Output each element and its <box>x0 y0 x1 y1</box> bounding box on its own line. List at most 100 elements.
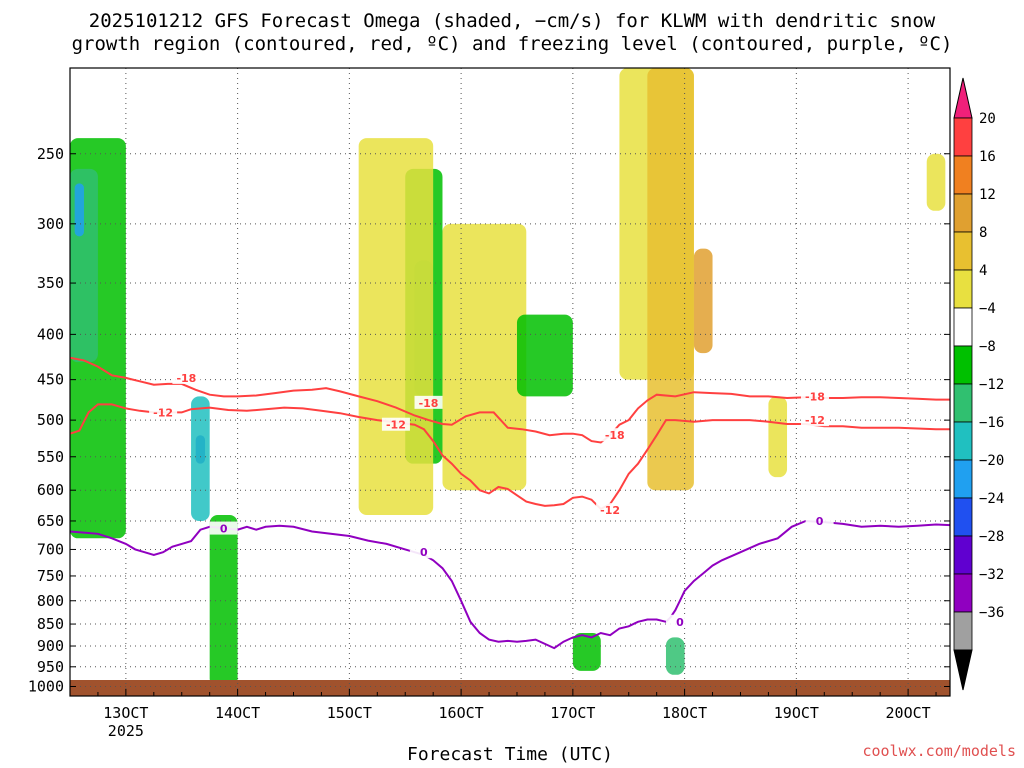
x-tick-label-13OCT: 13OCT <box>103 704 148 722</box>
colorbar-label-13: −36 <box>979 605 1004 621</box>
y-tick-label-1000: 1000 <box>28 678 64 696</box>
y-tick-label-850: 850 <box>37 615 64 633</box>
x-tick-label-19OCT: 19OCT <box>774 704 819 722</box>
x-tick-label-16OCT: 16OCT <box>439 704 484 722</box>
y-tick-label-500: 500 <box>37 411 64 429</box>
contour-label-bg <box>414 395 443 409</box>
colorbar-swatch-0 <box>953 117 973 157</box>
contour-label-bg <box>800 413 829 427</box>
contour-label-bg <box>149 405 178 419</box>
colorbar-label-11: −28 <box>979 529 1004 545</box>
omega-shade-14 <box>572 632 601 671</box>
contour-line-0 <box>70 519 950 650</box>
contour-label--18: -18 <box>176 372 196 385</box>
colorbar-swatch-9 <box>953 459 973 499</box>
colorbar-label-9: −20 <box>979 453 1004 469</box>
contour-label-0: 0 <box>676 616 684 629</box>
omega-shade-5 <box>209 515 238 687</box>
contour-label-bg <box>805 513 834 527</box>
y-tick-label-450: 450 <box>37 371 64 389</box>
colorbar-swatch-8 <box>953 421 973 461</box>
contour-lines: -18 -18 -18 -18 -12 -12 -12 -12 0 0 0 0 <box>70 356 950 650</box>
colorbar-label-7: −12 <box>979 377 1004 393</box>
omega-shade-12 <box>647 68 694 491</box>
contour-label-bg <box>600 428 629 442</box>
colorbar-swatch-5 <box>953 307 973 347</box>
contour-label--12: -12 <box>386 419 406 432</box>
colorbar-label-0: 20 <box>979 111 996 127</box>
x-tick-label-20OCT: 20OCT <box>886 704 931 722</box>
colorbar-label-5: −4 <box>979 301 996 317</box>
colorbar-swatch-6 <box>953 345 973 385</box>
colorbar-label-6: −8 <box>979 339 996 355</box>
contour-label--12: -12 <box>600 504 620 517</box>
contour-label--18: -18 <box>805 390 825 403</box>
y-tick-label-550: 550 <box>37 448 64 466</box>
omega-shading <box>70 68 946 687</box>
chart-title-line1: 2025101212 GFS Forecast Omega (shaded, −… <box>88 10 936 32</box>
y-tick-label-800: 800 <box>37 592 64 610</box>
colorbar-label-1: 16 <box>979 149 996 165</box>
colorbar-swatch-11 <box>953 535 973 575</box>
colorbar-label-2: 12 <box>979 187 996 203</box>
contour-label-bg <box>665 614 694 628</box>
omega-shade-2 <box>74 183 84 237</box>
colorbar-label-10: −24 <box>979 491 1004 507</box>
colorbar-label-8: −16 <box>979 415 1004 431</box>
contour-label-bg <box>172 370 201 384</box>
chart-title-line2: growth region (contoured, red, ºC) and f… <box>71 33 953 55</box>
omega-shade-4 <box>191 396 210 521</box>
x-tick-label-15OCT: 15OCT <box>327 704 372 722</box>
colorbar-swatch-4 <box>953 269 973 309</box>
y-tick-label-650: 650 <box>37 512 64 530</box>
colorbar-label-3: 8 <box>979 225 987 241</box>
y-axis: 250 300 350 400 450 500 550 600 650 700 750 800 850 9… <box>28 145 950 696</box>
contour-label-bg <box>409 545 438 559</box>
contour-label-0: 0 <box>220 523 228 536</box>
contour-label--18: -18 <box>419 397 439 410</box>
contour-label-bg <box>209 521 238 535</box>
contour-label-0: 0 <box>420 546 428 559</box>
colorbar-label-12: −32 <box>979 567 1004 583</box>
colorbar-max-arrow <box>953 77 973 119</box>
x-tick-label-17OCT: 17OCT <box>550 704 595 722</box>
credit-text: coolwx.com/models <box>862 742 1016 760</box>
contour-label-bg <box>381 417 410 431</box>
colorbar-swatch-7 <box>953 383 973 423</box>
x-tick-label-18OCT: 18OCT <box>662 704 707 722</box>
colorbar-label-4: 4 <box>979 263 987 279</box>
x-axis-label: Forecast Time (UTC) <box>407 744 613 765</box>
contour-label--18: -18 <box>605 429 625 442</box>
omega-shade-15 <box>665 637 685 675</box>
omega-shade-13 <box>693 248 713 354</box>
omega-shade-8 <box>358 138 434 516</box>
y-tick-label-950: 950 <box>37 658 64 676</box>
ground-surface <box>70 680 950 696</box>
colorbar-swatch-12 <box>953 573 973 613</box>
y-tick-label-350: 350 <box>37 274 64 292</box>
x-tick-sublabel: 2025 <box>108 722 144 740</box>
contour-label-0: 0 <box>816 515 824 528</box>
contour-label--12: -12 <box>153 406 173 419</box>
omega-shade-10 <box>516 314 573 397</box>
colorbar-swatch-3 <box>953 231 973 271</box>
contour-line--18 <box>70 356 950 444</box>
colorbar-swatch-2 <box>953 193 973 233</box>
y-tick-label-750: 750 <box>37 567 64 585</box>
y-tick-label-600: 600 <box>37 481 64 499</box>
omega-shade-9 <box>442 223 527 491</box>
omega-shade-16 <box>926 153 946 211</box>
y-tick-label-400: 400 <box>37 325 64 343</box>
y-tick-label-900: 900 <box>37 637 64 655</box>
contour-label--12: -12 <box>805 414 825 427</box>
contour-label-bg <box>596 503 625 517</box>
contour-label-bg <box>800 389 829 403</box>
colorbar-swatch-13 <box>953 611 973 651</box>
x-tick-label-14OCT: 14OCT <box>215 704 260 722</box>
contour-line--12 <box>70 403 950 511</box>
colorbar-min-arrow <box>953 649 973 691</box>
y-tick-label-250: 250 <box>37 145 64 163</box>
colorbar-swatch-1 <box>953 155 973 195</box>
